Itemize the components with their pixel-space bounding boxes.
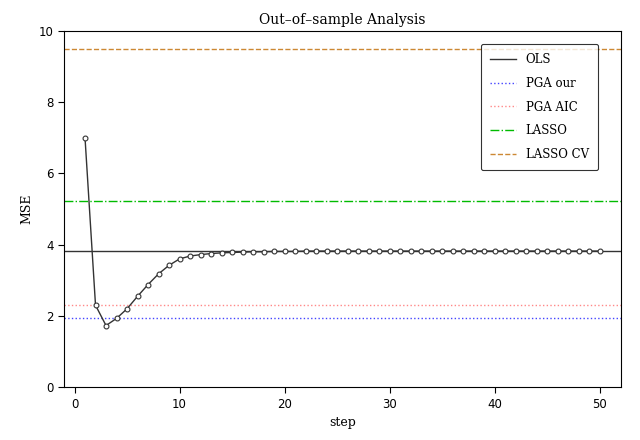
Y-axis label: MSE: MSE [20,194,33,224]
Title: Out–of–sample Analysis: Out–of–sample Analysis [259,13,426,27]
X-axis label: step: step [329,416,356,429]
Legend: OLS, PGA our, PGA AIC, LASSO, LASSO CV: OLS, PGA our, PGA AIC, LASSO, LASSO CV [481,44,598,170]
